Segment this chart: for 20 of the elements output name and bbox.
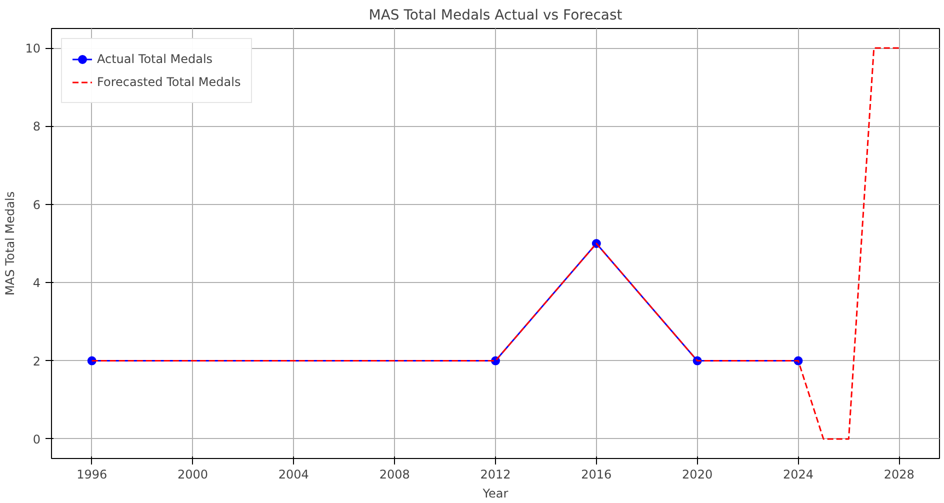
- x-tick-label: 2024: [782, 468, 814, 482]
- x-tick-label: 2000: [178, 468, 208, 482]
- x-tick-label: 2016: [581, 468, 612, 482]
- x-tick-label: 2004: [278, 468, 309, 482]
- y-tick-label: 2: [32, 354, 41, 368]
- y-tick-label: 0: [32, 432, 41, 446]
- x-tick-label: 2020: [682, 468, 713, 482]
- x-axis-title: Year: [482, 486, 508, 500]
- y-axis-title: MAS Total Medals: [3, 191, 18, 296]
- x-tick-label: 2012: [480, 468, 511, 482]
- y-tick-label: 4: [32, 276, 41, 290]
- y-tick-label: 10: [25, 42, 41, 56]
- y-tick-label: 6: [32, 198, 41, 212]
- x-tick-label: 2008: [379, 468, 410, 482]
- y-tick-label: 8: [32, 120, 41, 134]
- x-tick-label: 2028: [884, 468, 914, 482]
- legend-label: Forecasted Total Medals: [97, 75, 241, 89]
- x-tick-label: 1996: [76, 468, 108, 482]
- chart-title: MAS Total Medals Actual vs Forecast: [368, 8, 623, 24]
- legend-label: Actual Total Medals: [97, 52, 213, 66]
